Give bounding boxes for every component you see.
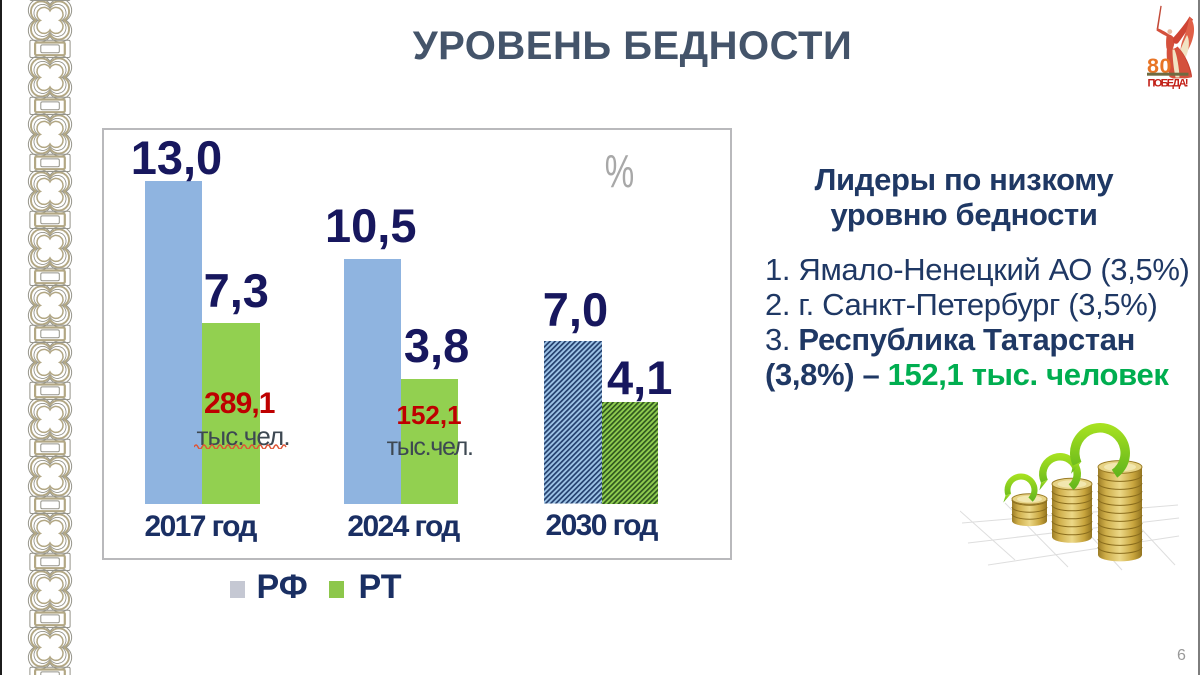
- svg-text:ПОБЕДА!: ПОБЕДА!: [1148, 78, 1189, 90]
